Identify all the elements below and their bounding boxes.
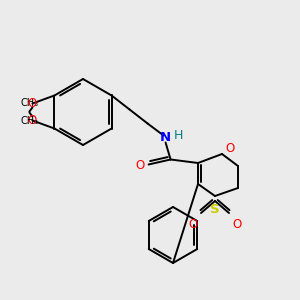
Text: CH₃: CH₃ — [20, 116, 38, 125]
Text: O: O — [28, 97, 37, 110]
Text: O: O — [135, 159, 145, 172]
Text: O: O — [225, 142, 234, 155]
Text: O: O — [232, 218, 241, 231]
Text: N: N — [160, 131, 171, 144]
Text: O: O — [189, 218, 198, 231]
Text: S: S — [210, 203, 220, 216]
Text: O: O — [28, 114, 37, 127]
Text: CH₃: CH₃ — [20, 98, 38, 109]
Text: H: H — [174, 129, 183, 142]
